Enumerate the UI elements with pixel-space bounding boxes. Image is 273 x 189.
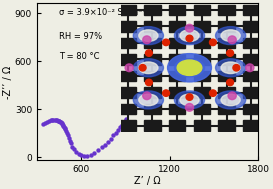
Text: T = 80 °C: T = 80 °C: [59, 52, 100, 61]
Point: [96, 149, 100, 152]
Point: [121, 122, 125, 125]
Point: [88, 153, 93, 156]
Point: [48, 119, 53, 122]
Point: [114, 131, 118, 134]
Point: [60, 122, 64, 125]
Point: [47, 119, 51, 122]
Point: [99, 146, 104, 149]
Point: [57, 120, 61, 123]
Point: [123, 120, 127, 123]
Point: [72, 148, 76, 151]
Point: [52, 119, 57, 122]
Point: [41, 123, 45, 126]
Point: [55, 119, 59, 122]
Point: [61, 124, 66, 127]
Point: [85, 154, 90, 157]
Point: [79, 154, 83, 157]
Point: [63, 126, 67, 129]
Point: [59, 121, 63, 124]
Point: [74, 150, 78, 153]
Point: [64, 130, 68, 133]
Point: [106, 140, 110, 143]
X-axis label: Z’ / Ω: Z’ / Ω: [134, 176, 161, 186]
Point: [108, 137, 113, 140]
Point: [69, 142, 73, 145]
Point: [118, 126, 122, 129]
Point: [51, 119, 56, 122]
Point: [116, 128, 120, 131]
Point: [124, 118, 128, 121]
Point: [45, 120, 49, 123]
Point: [57, 119, 61, 122]
Point: [63, 128, 67, 131]
Text: σ = 3.9×10⁻² S cm⁻¹: σ = 3.9×10⁻² S cm⁻¹: [59, 8, 146, 17]
Point: [92, 151, 97, 154]
Point: [111, 134, 115, 137]
Point: [54, 119, 58, 122]
Point: [61, 123, 65, 126]
Point: [50, 119, 54, 122]
Point: [66, 136, 71, 139]
Point: [62, 125, 66, 128]
Point: [66, 134, 70, 137]
Point: [60, 122, 64, 125]
Point: [120, 124, 124, 127]
Y-axis label: -Z’’ / Ω: -Z’’ / Ω: [4, 65, 13, 98]
Point: [70, 145, 75, 148]
Point: [64, 132, 69, 135]
Point: [56, 119, 60, 122]
Point: [67, 139, 72, 142]
Point: [103, 143, 107, 146]
Point: [76, 153, 81, 156]
Point: [82, 155, 86, 158]
Point: [58, 120, 62, 123]
Text: RH = 97%: RH = 97%: [59, 32, 102, 41]
Point: [43, 121, 47, 124]
